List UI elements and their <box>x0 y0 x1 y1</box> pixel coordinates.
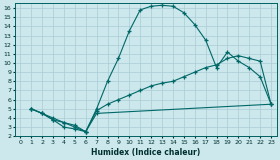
X-axis label: Humidex (Indice chaleur): Humidex (Indice chaleur) <box>91 148 200 156</box>
